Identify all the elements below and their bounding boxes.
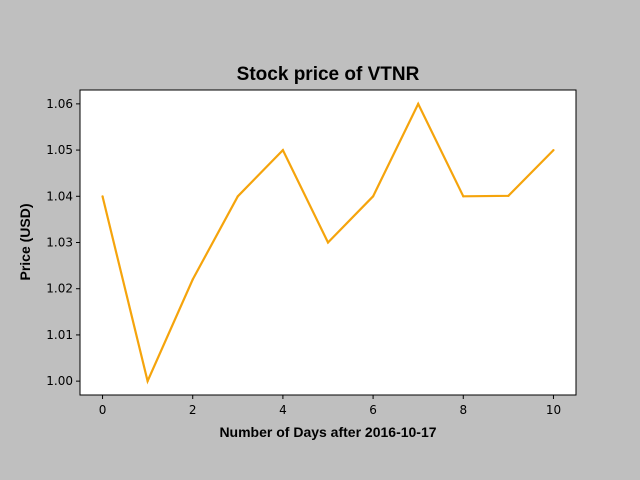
x-axis-label: Number of Days after 2016-10-17 (219, 424, 436, 440)
y-tick-label: 1.06 (46, 97, 73, 111)
y-axis-label: Price (USD) (17, 203, 33, 280)
data-point (462, 195, 465, 198)
x-tick-label: 10 (546, 403, 561, 417)
y-tick-label: 1.01 (46, 328, 73, 342)
series-layer (101, 101, 555, 385)
x-tick-label: 2 (189, 403, 197, 417)
data-point (326, 241, 330, 244)
y-tick-label: 1.04 (46, 189, 73, 203)
y-tick-label: 1.03 (46, 236, 73, 250)
data-point (146, 380, 149, 383)
data-point (552, 148, 555, 152)
y-tick-label: 1.02 (46, 282, 73, 296)
data-point (507, 194, 510, 197)
y-tick-label: 1.00 (46, 374, 73, 388)
x-axis-ticks: 0 2 4 6 8 10 (99, 395, 561, 417)
x-tick-label: 6 (369, 403, 377, 417)
data-point (236, 195, 239, 198)
y-tick-label: 1.05 (46, 143, 73, 157)
data-point (101, 195, 104, 198)
data-point (371, 195, 375, 198)
x-tick-label: 4 (279, 403, 287, 417)
chart-title: Stock price of VTNR (237, 64, 420, 85)
data-point (191, 278, 194, 281)
x-tick-label: 0 (99, 403, 107, 417)
x-tick-label: 8 (459, 403, 467, 417)
data-point (417, 102, 420, 105)
y-axis-ticks: 1.00 1.01 1.02 1.03 1.04 1.05 1.06 (46, 97, 80, 388)
data-point (281, 148, 285, 152)
